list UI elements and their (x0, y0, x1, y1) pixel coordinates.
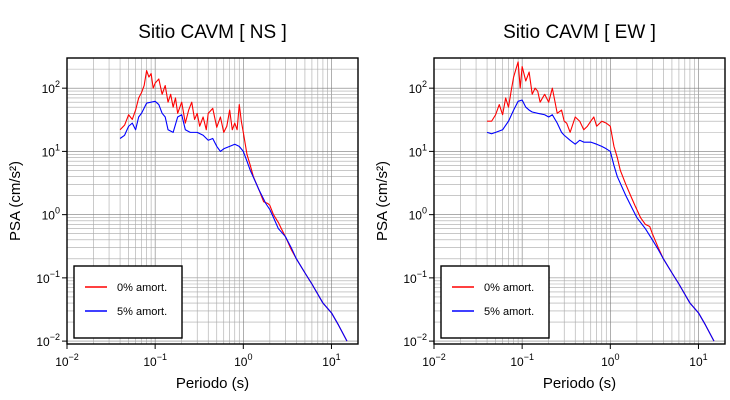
y-tick-label: 10−1 (36, 269, 60, 286)
x-tick-label: 100 (234, 352, 252, 369)
legend-label: 0% amort. (484, 282, 534, 294)
chart-title: Sitio CAVM [ NS ] (138, 22, 287, 43)
x-axis-label: Periodo (s) (543, 375, 616, 392)
panel-1: 10−2 10−1 100 101 10−2 10−1 100 101 102 Sitio CAV… (7, 22, 359, 392)
y-axis-label: PSA (cm/s²) (7, 161, 24, 241)
y-tick-label: 100 (42, 206, 60, 223)
legend-box (440, 265, 550, 339)
y-tick-label: 10−2 (36, 332, 60, 349)
y-axis-label: PSA (cm/s²) (374, 161, 391, 241)
x-tick-label: 10−1 (143, 352, 167, 369)
legend-label: 0% amort. (117, 282, 167, 294)
x-tick-label: 101 (322, 352, 340, 369)
x-tick-label: 10−2 (422, 352, 446, 369)
x-axis-label: Periodo (s) (176, 375, 249, 392)
legend-label: 5% amort. (484, 306, 534, 318)
x-tick-label: 10−1 (510, 352, 534, 369)
y-tick-label: 100 (409, 206, 427, 223)
series-line-undamped (487, 61, 715, 342)
y-tick-label: 10−2 (403, 332, 427, 349)
y-tick-label: 102 (409, 79, 427, 96)
y-tick-label: 101 (409, 142, 427, 159)
x-tick-label: 101 (689, 352, 707, 369)
chart-title: Sitio CAVM [ EW ] (503, 22, 656, 43)
legend-box (73, 265, 183, 339)
legend: 0% amort. 5% amort. (73, 265, 183, 339)
panel-2: 10−2 10−1 100 101 10−2 10−1 100 101 102 Sitio CAV… (374, 22, 726, 392)
legend: 0% amort. 5% amort. (440, 265, 550, 339)
x-tick-label: 100 (601, 352, 619, 369)
series-line-damped (486, 99, 715, 342)
plot-frame (66, 57, 359, 345)
y-tick-label: 102 (42, 79, 60, 96)
plot-frame (433, 57, 726, 345)
series-line-damped (119, 100, 348, 342)
legend-label: 5% amort. (117, 306, 167, 318)
series-line-undamped (119, 69, 348, 342)
y-tick-label: 101 (42, 142, 60, 159)
x-tick-label: 10−2 (55, 352, 79, 369)
y-tick-label: 10−1 (403, 269, 427, 286)
